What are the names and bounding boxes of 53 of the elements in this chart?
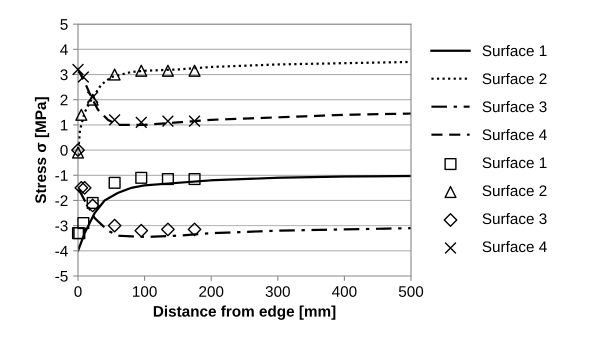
point — [72, 63, 84, 76]
point — [75, 108, 88, 121]
point — [188, 222, 202, 236]
point — [74, 180, 88, 195]
y-tick-label: 2 — [60, 94, 68, 106]
legend-label: Surface 4 — [482, 128, 547, 140]
point — [162, 64, 174, 77]
point — [86, 198, 100, 212]
y-tick-label: 1 — [60, 120, 68, 130]
point — [134, 224, 148, 238]
point — [135, 64, 148, 77]
legend-label: Surface 4 — [482, 240, 547, 252]
y-axis-title: Stress σ [MPa] — [34, 97, 50, 204]
x-tick-label: 500 — [398, 286, 424, 297]
point — [162, 172, 174, 186]
y-tick-label: -4 — [55, 246, 68, 256]
y-tick-label: 0 — [60, 144, 68, 156]
legend-label: Surface 3 — [482, 100, 547, 112]
y-tick-label: 5 — [60, 19, 68, 30]
x-tick-label: 200 — [199, 286, 224, 297]
legend-label: Surface 2 — [482, 72, 546, 84]
y-tick-label: 3 — [60, 69, 68, 80]
point — [77, 217, 90, 230]
y-tick-label: -3 — [55, 220, 68, 232]
y-tick-label: -5 — [55, 271, 68, 282]
point — [108, 218, 122, 233]
point — [72, 146, 84, 159]
point — [188, 172, 201, 186]
y-tick-label: 4 — [60, 44, 68, 55]
point — [162, 115, 174, 128]
x-tick-label: 300 — [266, 286, 290, 297]
legend-label: Surface 1 — [482, 156, 546, 168]
legend-label: Surface 2 — [482, 184, 546, 196]
point — [86, 196, 99, 210]
point — [78, 180, 92, 195]
x-tick-label: 0 — [74, 286, 82, 297]
point — [77, 70, 90, 84]
y-tick-label: -2 — [55, 195, 68, 206]
x-tick-label: 400 — [332, 286, 357, 297]
point — [188, 115, 201, 128]
point — [188, 64, 201, 77]
x-tick-label: 100 — [133, 286, 157, 297]
legend-label: Surface 1 — [482, 45, 546, 56]
point — [108, 114, 121, 126]
point — [108, 176, 121, 189]
point — [135, 172, 148, 184]
point — [108, 68, 121, 81]
point — [135, 116, 148, 128]
x-axis-title: Distance from edge [mm] — [154, 306, 336, 320]
y-tick-label: -1 — [55, 170, 68, 181]
point — [161, 222, 175, 236]
legend-label: Surface 3 — [482, 212, 547, 224]
point — [71, 143, 85, 157]
